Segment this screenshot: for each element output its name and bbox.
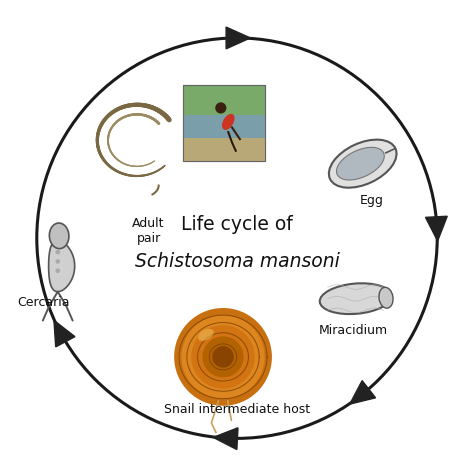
Bar [183, 85, 265, 161]
Text: Cercaria: Cercaria [18, 297, 70, 309]
Text: Snail intermediate host: Snail intermediate host [164, 403, 310, 417]
Polygon shape [226, 27, 250, 49]
Circle shape [202, 336, 244, 377]
Bar [183, 85, 265, 161]
Circle shape [215, 102, 227, 113]
Ellipse shape [379, 287, 393, 308]
Bar [183, 115, 265, 138]
Ellipse shape [222, 114, 235, 130]
Polygon shape [213, 428, 238, 450]
Text: Miracidium: Miracidium [319, 324, 388, 337]
Circle shape [55, 259, 60, 264]
Circle shape [55, 269, 60, 273]
Polygon shape [49, 241, 75, 292]
Circle shape [182, 315, 264, 398]
Bar [183, 138, 265, 161]
Text: Life cycle of: Life cycle of [181, 215, 293, 234]
Circle shape [174, 308, 272, 406]
Ellipse shape [337, 147, 384, 180]
Ellipse shape [198, 329, 214, 341]
Polygon shape [426, 216, 447, 241]
Text: Egg: Egg [360, 194, 384, 207]
Circle shape [55, 250, 60, 255]
Ellipse shape [49, 223, 69, 248]
Polygon shape [350, 381, 375, 404]
Circle shape [191, 325, 255, 389]
Ellipse shape [329, 140, 397, 188]
Circle shape [212, 346, 234, 368]
Polygon shape [54, 320, 75, 347]
Text: Schistosoma mansoni: Schistosoma mansoni [135, 252, 339, 271]
Ellipse shape [320, 283, 392, 314]
Text: Adult
pair: Adult pair [132, 217, 165, 245]
